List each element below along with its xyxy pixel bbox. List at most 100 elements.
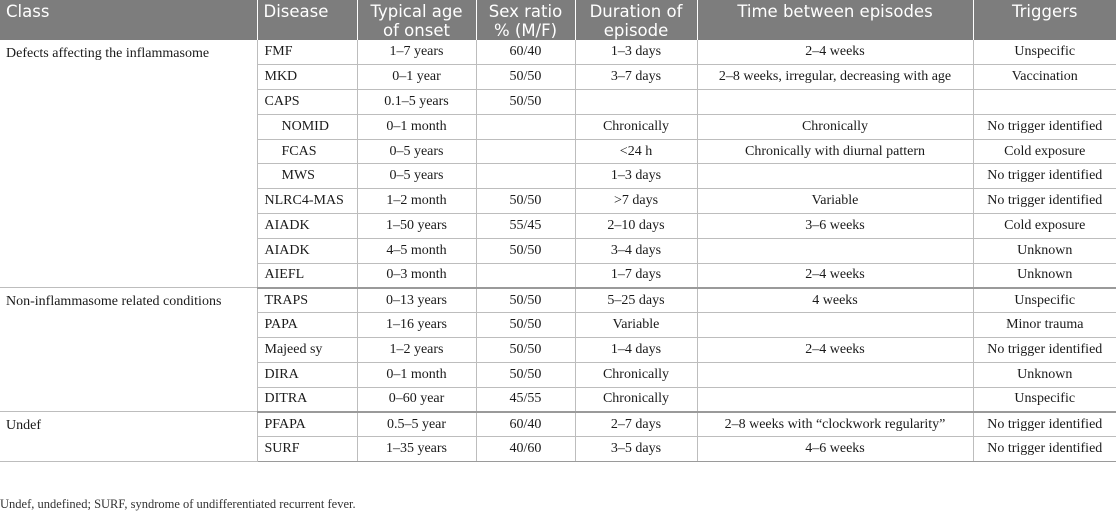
cell-age-of-onset: 0–3 month [356,263,476,289]
cell-class: Defects affecting the inflammasome [0,40,257,289]
table-row: FCAS 0–5 years <24 h Chronically with diurn… [0,139,1116,165]
cell-sex-ratio [475,114,575,140]
header-age-of-onset: Typical age of onset [356,0,476,40]
cell-age-of-onset: 1–35 years [356,436,476,463]
cell-duration: 3–4 days [574,238,697,264]
table-row: SURF 1–35 years 40/60 3–5 days 4–6 weeks No t… [0,436,1116,463]
cell-duration: 1–4 days [574,337,697,363]
cell-age-of-onset: 0–1 month [356,362,476,388]
cell-triggers: No trigger identified [972,188,1116,215]
cell-duration [574,89,697,115]
cell-time-between: 2–4 weeks [696,263,973,289]
cell-triggers: Unknown [972,263,1116,289]
cell-age-of-onset: 0–5 years [356,139,476,165]
cell-age-of-onset: 0–1 month [356,114,476,140]
header-row: Class Disease Typical age of onset Sex r… [0,0,1116,40]
cell-triggers: No trigger identified [972,114,1116,140]
fever-syndromes-table: Class Disease Typical age of onset Sex r… [0,0,1116,463]
cell-duration: 1–7 days [574,263,697,289]
cell-triggers: Unspecific [972,40,1116,66]
cell-time-between [696,362,973,388]
cell-triggers: Minor trauma [972,312,1116,339]
cell-disease: SURF [256,436,357,463]
cell-age-of-onset: 0–60 year [356,387,476,413]
table-row: PAPA 1–16 years 50/50 Variable Minor trauma [0,312,1116,339]
header-duration: Duration of episode [574,0,697,40]
table-row: NOMID 0–1 month Chronically Chronically No t… [0,114,1116,140]
cell-duration: 1–3 days [574,40,697,66]
cell-triggers: Unspecific [972,387,1116,413]
cell-sex-ratio: 50/50 [475,89,575,115]
cell-disease: FCAS [256,139,357,165]
header-disease: Disease [256,0,357,40]
cell-disease: DITRA [256,387,357,413]
header-triggers: Triggers [972,0,1116,40]
cell-duration: 3–7 days [574,64,697,91]
cell-time-between [696,387,973,413]
cell-duration: Variable [574,312,697,339]
cell-duration: Chronically [574,114,697,140]
cell-disease: TRAPS [256,287,357,314]
cell-time-between: 2–8 weeks with “clockwork regularity” [696,411,973,438]
table-row: MWS 0–5 years 1–3 days No trigger identifie… [0,163,1116,190]
cell-time-between [696,89,973,115]
table-row: AIEFL 0–3 month 1–7 days 2–4 weeks Unknown [0,263,1116,289]
cell-time-between: 2–4 weeks [696,40,973,66]
cell-time-between: 2–4 weeks [696,337,973,363]
cell-triggers: Cold exposure [972,213,1116,239]
cell-class: Non-inflammasome related conditions [0,287,257,413]
cell-time-between: Chronically with diurnal pattern [696,139,973,165]
table-row: DITRA 0–60 year 45/55 Chronically Unspecific [0,387,1116,413]
cell-sex-ratio: 40/60 [475,436,575,463]
cell-age-of-onset: 1–7 years [356,40,476,66]
cell-sex-ratio: 60/40 [475,40,575,66]
table-row: DIRA 0–1 month 50/50 Chronically Unknown [0,362,1116,388]
cell-duration: 2–7 days [574,411,697,438]
cell-age-of-onset: 1–16 years [356,312,476,339]
cell-sex-ratio: 50/50 [475,238,575,264]
table-row: NLRC4-MAS 1–2 month 50/50 >7 days Variable No… [0,188,1116,215]
cell-duration: <24 h [574,139,697,165]
cell-triggers: Cold exposure [972,139,1116,165]
cell-duration: 2–10 days [574,213,697,239]
cell-duration: 3–5 days [574,436,697,463]
cell-sex-ratio: 50/50 [475,312,575,339]
cell-triggers: Vaccination [972,64,1116,91]
cell-time-between [696,163,973,190]
cell-time-between [696,312,973,339]
cell-time-between: 3–6 weeks [696,213,973,239]
table-row: Defects affecting the inflammasome FMF 1–7… [0,40,1116,289]
cell-sex-ratio [475,139,575,165]
cell-disease: AIADK [256,238,357,264]
table-row: Non-inflammasome related conditions TRAPS… [0,287,1116,413]
table-row: Majeed sy 1–2 years 50/50 1–4 days 2–4 weeks… [0,337,1116,363]
cell-age-of-onset: 1–2 month [356,188,476,215]
cell-triggers [972,89,1116,115]
cell-age-of-onset: 0–5 years [356,163,476,190]
cell-disease: AIADK [256,213,357,239]
cell-class: Undef [0,411,257,463]
cell-duration: Chronically [574,362,697,388]
cell-sex-ratio: 50/50 [475,337,575,363]
table-body: Defects affecting the inflammasome FMF 1–7… [0,40,1116,463]
cell-sex-ratio: 45/55 [475,387,575,413]
header-time-between: Time between episodes [696,0,973,40]
cell-duration: >7 days [574,188,697,215]
cell-duration: 1–3 days [574,163,697,190]
cell-age-of-onset: 1–2 years [356,337,476,363]
cell-triggers: Unknown [972,238,1116,264]
cell-time-between: Chronically [696,114,973,140]
cell-age-of-onset: 4–5 month [356,238,476,264]
cell-disease: CAPS [256,89,357,115]
cell-disease: Majeed sy [256,337,357,363]
cell-time-between: 4–6 weeks [696,436,973,463]
cell-duration: 5–25 days [574,287,697,314]
cell-time-between [696,238,973,264]
cell-disease: NOMID [256,114,357,140]
cell-sex-ratio: 55/45 [475,213,575,239]
cell-sex-ratio [475,163,575,190]
cell-time-between: 2–8 weeks, irregular, decreasing with ag… [696,64,973,91]
cell-disease: PAPA [256,312,357,339]
cell-triggers: Unspecific [972,287,1116,314]
cell-sex-ratio: 50/50 [475,287,575,314]
